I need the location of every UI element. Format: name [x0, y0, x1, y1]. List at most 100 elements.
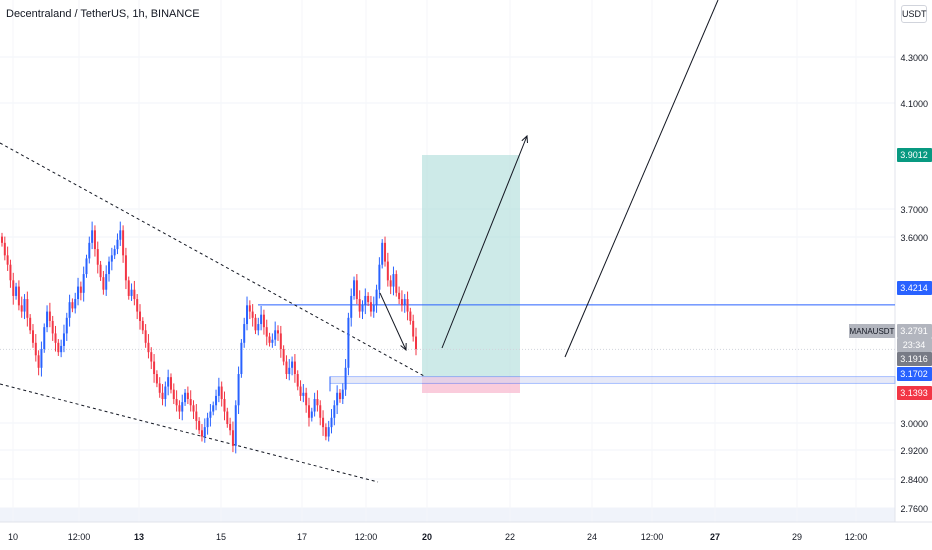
price-label-countdown: [897, 338, 932, 352]
candle: [172, 389, 175, 400]
candle: [398, 292, 401, 300]
y-tick-label: 4.1000: [900, 99, 928, 109]
x-tick-label: 24: [587, 532, 597, 542]
x-tick-label: 13: [134, 532, 144, 542]
candle: [353, 280, 356, 296]
x-tick-label: 22: [505, 532, 515, 542]
candle: [93, 230, 96, 250]
candle: [327, 427, 330, 437]
candle: [133, 289, 136, 300]
candle: [215, 395, 218, 406]
candle: [167, 377, 170, 387]
candle: [206, 417, 209, 428]
price-label-text: 3.1702: [900, 369, 928, 379]
candle: [262, 314, 265, 328]
candle: [31, 330, 34, 343]
candle: [254, 317, 257, 331]
candle: [65, 317, 68, 334]
candle: [139, 311, 141, 321]
y-tick-label: 3.6000: [900, 233, 928, 243]
x-tick-label: 12:00: [355, 532, 378, 542]
candle: [251, 311, 254, 318]
candle: [412, 320, 415, 337]
chart-title: Decentraland / TetherUS, 1h, BINANCE: [6, 8, 200, 20]
candle: [34, 342, 37, 356]
candle: [350, 295, 353, 318]
candle: [277, 330, 279, 334]
candle: [386, 261, 389, 281]
candle: [364, 295, 367, 306]
x-tick-label: 17: [297, 532, 307, 542]
time-axis-background: [0, 522, 932, 550]
candle: [99, 264, 102, 278]
candle: [234, 405, 237, 446]
candle: [319, 405, 322, 418]
candle: [223, 399, 226, 412]
candle: [12, 280, 15, 296]
candle: [375, 289, 378, 306]
candle: [60, 345, 63, 353]
candle: [113, 249, 116, 256]
bottom-strip: [0, 508, 895, 522]
candle: [260, 314, 263, 325]
candle: [355, 280, 358, 300]
candle: [378, 264, 381, 290]
candle: [389, 280, 392, 287]
target-arrow: [441, 135, 528, 349]
candle: [124, 255, 127, 281]
candle: [299, 386, 302, 396]
candle: [372, 305, 375, 312]
price-label-text: 23:34: [903, 340, 926, 350]
candle: [29, 317, 32, 331]
candle: [336, 392, 339, 406]
candle: [333, 405, 336, 418]
candle: [268, 336, 271, 343]
candle: [392, 274, 395, 287]
lower-trendline: [0, 383, 379, 483]
candle: [62, 333, 65, 346]
candle: [155, 374, 158, 384]
support-zone: [329, 376, 896, 384]
candle: [324, 427, 327, 437]
candle: [141, 320, 144, 331]
candle: [158, 383, 161, 393]
x-tick-label: 29: [792, 532, 802, 542]
candle: [296, 374, 299, 387]
candle: [341, 389, 344, 400]
candle: [48, 311, 51, 321]
price-label-horizontal-line: [897, 281, 932, 295]
candle: [237, 374, 240, 406]
candle: [82, 274, 85, 293]
x-tick-label: 12:00: [845, 532, 868, 542]
candle: [108, 261, 111, 275]
candle: [169, 377, 172, 390]
price-label-text: 3.4214: [900, 283, 928, 293]
candle: [110, 255, 113, 262]
pullback-arrow: [379, 292, 407, 351]
candle: [40, 349, 43, 368]
candle: [127, 280, 130, 296]
x-tick-label: 20: [422, 532, 432, 542]
price-label-text: 3.2791: [900, 326, 928, 336]
target-zone: [422, 155, 520, 377]
price-label-take-profit: [897, 148, 932, 162]
candle: [96, 249, 99, 265]
candle: [307, 405, 310, 418]
candle: [203, 427, 206, 437]
candle: [77, 286, 80, 300]
candle: [347, 317, 350, 368]
y-tick-label: 3.0000: [900, 419, 928, 429]
candle: [186, 392, 189, 400]
candle: [288, 367, 291, 375]
candle: [26, 299, 29, 318]
candle: [147, 342, 150, 353]
currency-button[interactable]: USDT: [901, 5, 927, 23]
candle: [285, 361, 288, 375]
candle: [231, 430, 234, 446]
candle: [361, 305, 364, 312]
candle: [246, 305, 249, 325]
candle: [20, 305, 23, 312]
candle: [15, 286, 18, 296]
